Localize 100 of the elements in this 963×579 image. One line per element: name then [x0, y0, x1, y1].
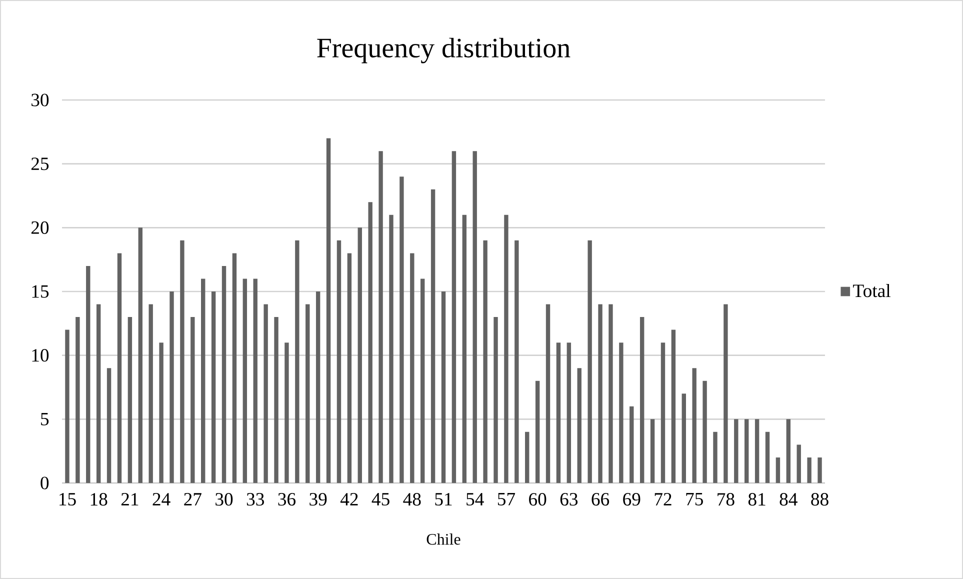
bar [201, 278, 206, 483]
bar [619, 342, 624, 483]
bar [734, 419, 738, 483]
x-tick-label: 63 [560, 493, 578, 506]
bar [525, 432, 530, 483]
x-tick-label: 15 [60, 493, 76, 506]
bar [818, 457, 822, 483]
x-tick-label: 75 [686, 493, 703, 506]
bar [546, 304, 550, 483]
y-tick-label: 10 [32, 349, 49, 362]
x-tick-label: 24 [152, 493, 170, 506]
legend-label: Total [853, 284, 890, 298]
bar [452, 151, 456, 483]
bar [242, 278, 248, 483]
x-tick-label: 84 [780, 493, 798, 506]
bar [190, 317, 195, 483]
x-axis-title: Chile [426, 533, 460, 545]
bar [347, 253, 352, 483]
bar [754, 419, 760, 483]
x-tick-label: 69 [623, 493, 640, 506]
bar [556, 342, 561, 483]
bar [378, 151, 383, 483]
bar [65, 330, 70, 483]
bar [640, 317, 644, 483]
x-tick-label: 18 [90, 493, 108, 506]
x-tick-label: 33 [246, 493, 264, 506]
bar [295, 240, 300, 483]
bar [159, 342, 164, 483]
bar [170, 292, 174, 483]
bar [650, 419, 655, 483]
x-tick-label: 60 [529, 493, 546, 506]
bar [117, 253, 122, 483]
x-tick-label: 81 [748, 493, 766, 506]
bar [765, 432, 770, 483]
bar [692, 368, 696, 483]
bar [713, 432, 718, 483]
bar [368, 202, 372, 483]
bar [389, 214, 394, 483]
x-tick-label: 42 [340, 493, 358, 506]
bar [441, 292, 446, 483]
x-tick-label: 78 [718, 493, 734, 506]
bar [702, 380, 707, 483]
bar [222, 266, 226, 483]
x-tick-label: 66 [592, 493, 610, 506]
bar [744, 419, 749, 483]
bar [671, 330, 676, 483]
bar [106, 368, 112, 483]
bar [724, 304, 728, 483]
x-tick-label: 51 [435, 493, 452, 506]
bar [577, 368, 582, 483]
y-tick-label: 20 [31, 221, 49, 234]
y-tick-label: 15 [32, 285, 49, 298]
x-tick-label: 45 [372, 493, 390, 506]
bar [326, 138, 331, 483]
x-tick-label: 54 [466, 493, 484, 506]
bar [128, 317, 132, 483]
bar [796, 444, 801, 483]
bar [232, 253, 237, 483]
bar [264, 304, 268, 483]
bar [462, 214, 467, 483]
bar [483, 240, 488, 483]
bar [274, 317, 278, 483]
chart-title: Frequency distribution [317, 38, 570, 64]
bar [180, 240, 184, 483]
x-tick-label: 27 [184, 493, 202, 506]
bar [96, 304, 101, 483]
x-tick-label: 88 [811, 493, 828, 506]
x-tick-label: 57 [498, 493, 516, 506]
bar [514, 240, 519, 483]
bar [316, 292, 320, 483]
bar [598, 304, 602, 483]
bar [86, 266, 90, 483]
x-tick-label: 48 [403, 493, 421, 506]
y-tick-label: 5 [41, 412, 49, 426]
bar [660, 342, 666, 483]
bar [410, 253, 414, 483]
bar [253, 278, 258, 483]
x-tick-label: 21 [121, 493, 138, 506]
bar [336, 240, 342, 483]
bar [306, 304, 310, 483]
bar [776, 457, 780, 483]
x-tick-label: 30 [216, 493, 233, 506]
bar [76, 317, 80, 483]
y-tick-label: 30 [32, 94, 49, 106]
y-tick-label: 25 [31, 158, 49, 170]
bar [786, 419, 791, 483]
bar [400, 176, 404, 483]
bar [682, 394, 686, 483]
bar [630, 406, 634, 483]
bar [211, 292, 216, 483]
bar [420, 278, 425, 483]
bar [494, 317, 498, 483]
bar [284, 342, 289, 483]
x-tick-label: 72 [654, 493, 672, 506]
bar [566, 342, 572, 483]
bar [358, 228, 362, 483]
bar [504, 214, 508, 483]
y-tick-label: 0 [40, 476, 49, 490]
bar [148, 304, 153, 483]
bar [472, 151, 477, 483]
